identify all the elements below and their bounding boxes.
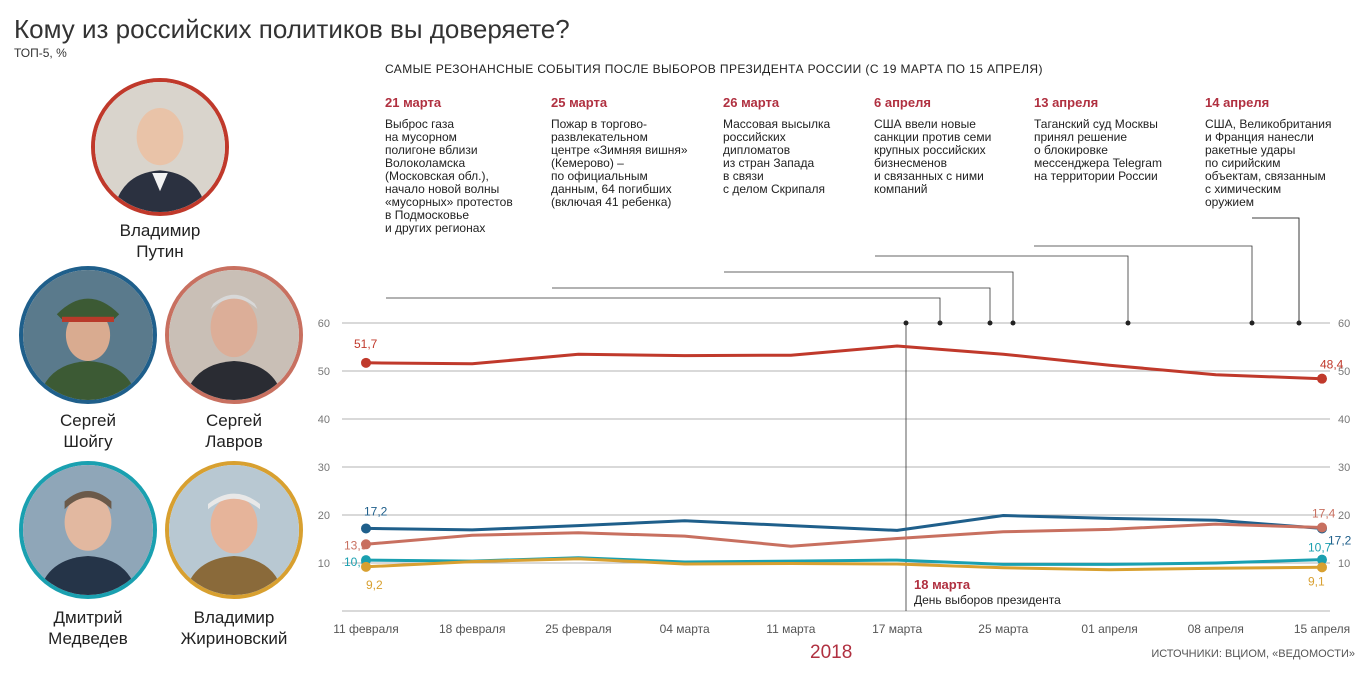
series-start-point [361, 561, 371, 572]
event-connector [386, 297, 941, 323]
name-putin: Владимир Путин [119, 221, 201, 261]
event-connector [552, 287, 991, 323]
election-marker-label: День выборов президента [914, 593, 1061, 607]
series-line [365, 514, 1323, 532]
portrait-shoigu [19, 266, 157, 404]
series-end-label: 17,4 [1312, 506, 1336, 520]
election-marker-date: 18 марта [914, 577, 971, 592]
event-text: США ввели новые санкции против семи круп… [874, 117, 992, 196]
event-date: 25 марта [551, 95, 608, 110]
events-header: САМЫЕ РЕЗОНАНСНЫЕ СОБЫТИЯ ПОСЛЕ ВЫБОРОВ … [385, 62, 1043, 76]
series-start-label: 17,2 [364, 504, 388, 518]
event-connector [724, 271, 1014, 323]
series-end-label: 48,4 [1320, 358, 1344, 372]
name-shoigu: Сергей Шойгу [60, 411, 116, 451]
x-tick-label: 25 февраля [545, 622, 611, 636]
y-tick-label-right: 40 [1338, 414, 1350, 426]
person-icon [169, 465, 299, 595]
series-end-point [1317, 562, 1327, 573]
event-connector [1252, 217, 1300, 323]
series-start-point [361, 523, 371, 534]
event-date: 26 марта [723, 95, 780, 110]
series-end-label: 17,2 [1328, 533, 1352, 547]
event-date: 6 апреля [874, 95, 931, 110]
person-icon [169, 270, 299, 400]
event-dot [937, 320, 943, 326]
event-text: Массовая высылка российских дипломатов и… [723, 117, 831, 196]
x-tick-label: 01 апреля [1081, 622, 1137, 636]
event-connector [1252, 217, 1300, 323]
series-end-point [1317, 373, 1327, 384]
series-line [365, 344, 1323, 381]
portrait-lavrov [165, 266, 303, 404]
event-5: 13 апреля Таганский суд Москвы принял ре… [1034, 95, 1162, 183]
x-tick-label: 11 февраля [333, 622, 399, 636]
series-end-point [1317, 554, 1327, 565]
y-tick-label-left: 30 [318, 462, 330, 474]
event-2: 25 марта Пожар в торгово- развлекательно… [551, 95, 688, 209]
event-dot [1010, 320, 1016, 326]
y-tick-label-left: 60 [318, 318, 330, 330]
event-date: 13 апреля [1034, 95, 1099, 110]
y-tick-label-left: 10 [318, 558, 330, 570]
event-text: Выброс газа на мусорном полигоне вблизи … [385, 117, 513, 235]
event-connector [875, 255, 1129, 323]
event-date: 14 апреля [1205, 95, 1270, 110]
event-date: 21 марта [385, 95, 442, 110]
x-tick-label: 15 апреля [1294, 622, 1350, 636]
event-dot [1249, 320, 1255, 326]
series-line [365, 522, 1323, 548]
x-tick-label: 11 марта [766, 622, 815, 636]
election-marker-dot [903, 320, 909, 326]
y-tick-label-right: 10 [1338, 558, 1350, 570]
x-tick-label: 17 марта [872, 622, 922, 636]
event-connector [1034, 245, 1253, 323]
y-tick-label-left: 20 [318, 510, 330, 522]
name-zhirinovsky: Владимир Жириновский [180, 608, 288, 648]
series-end-point [1317, 522, 1327, 533]
x-tick-label: 18 февраля [439, 622, 505, 636]
portrait-zhirinovsky [165, 461, 303, 599]
portrait-medvedev [19, 461, 157, 599]
series-start-point [361, 539, 371, 550]
source-note: ИСТОЧНИКИ: ВЦИОМ, «ВЕДОМОСТИ» [1151, 648, 1355, 660]
y-tick-label-left: 50 [318, 366, 330, 378]
event-text: Пожар в торгово- развлекательном центре … [551, 117, 688, 209]
event-text: США, Великобритания и Франция нанесли ра… [1205, 117, 1332, 209]
event-dot [987, 320, 993, 326]
event-4: 6 апреля США ввели новые санкции против … [874, 95, 991, 196]
name-medvedev: Дмитрий Медведев [48, 608, 128, 648]
series-start-label: 51,7 [354, 337, 378, 351]
event-6: 14 апреля США, Великобритания и Франция … [1205, 95, 1332, 209]
y-tick-label-right: 60 [1338, 318, 1350, 330]
name-lavrov: Сергей Лавров [205, 411, 263, 451]
x-tick-label: 04 марта [660, 622, 710, 636]
series-start-label: 9,2 [366, 578, 383, 592]
series-start-label: 13,9 [344, 538, 368, 552]
y-tick-label-left: 40 [318, 414, 330, 426]
person-icon [23, 270, 153, 400]
portrait-putin [91, 78, 229, 216]
x-tick-label: 08 апреля [1188, 622, 1244, 636]
y-tick-label-right: 50 [1338, 366, 1350, 378]
event-3: 26 марта Массовая высылка российских дип… [723, 95, 830, 196]
series-start-point [361, 357, 371, 368]
person-icon [23, 465, 153, 595]
event-dot [1125, 320, 1131, 326]
x-tick-label: 25 марта [978, 622, 1028, 636]
y-tick-label-right: 20 [1338, 510, 1350, 522]
event-1: 21 марта Выброс газа на мусорном полигон… [385, 95, 513, 235]
page-subtitle: ТОП-5, % [14, 46, 67, 60]
series-end-label: 10,7 [1308, 541, 1332, 555]
page-title: Кому из российских политиков вы доверяет… [14, 14, 570, 44]
series-end-label: 9,1 [1308, 574, 1325, 588]
event-text: Таганский суд Москвы принял решение о бл… [1034, 117, 1162, 183]
series-line [365, 557, 1323, 572]
person-icon [95, 82, 225, 212]
year-label: 2018 [810, 642, 853, 663]
y-tick-label-right: 30 [1338, 462, 1350, 474]
